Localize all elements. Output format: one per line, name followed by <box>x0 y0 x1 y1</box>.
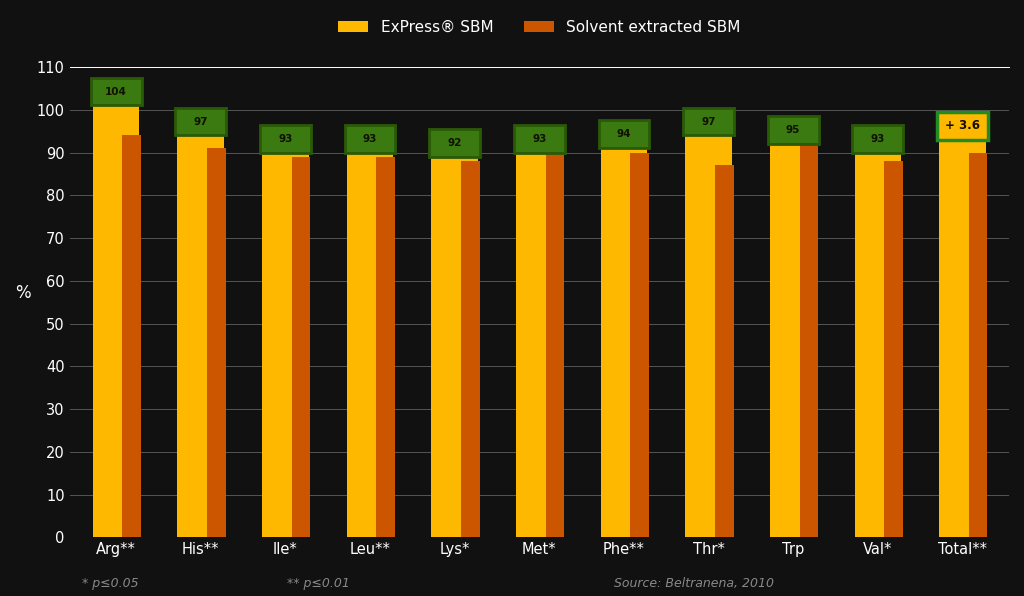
Bar <box>177 123 224 538</box>
Bar <box>800 139 818 538</box>
Text: 97: 97 <box>701 117 716 126</box>
Bar <box>715 165 733 538</box>
FancyBboxPatch shape <box>768 116 818 144</box>
Text: 93: 93 <box>362 134 377 144</box>
Bar <box>347 139 393 538</box>
Bar <box>939 127 986 538</box>
Text: 93: 93 <box>870 134 885 144</box>
Text: 93: 93 <box>279 134 293 144</box>
FancyBboxPatch shape <box>852 125 903 153</box>
Text: + 3.6: + 3.6 <box>945 119 980 132</box>
Bar <box>546 153 564 538</box>
FancyBboxPatch shape <box>514 125 564 153</box>
FancyBboxPatch shape <box>937 112 988 139</box>
Text: 94: 94 <box>616 129 631 139</box>
Text: 97: 97 <box>194 117 208 126</box>
Bar <box>377 157 395 538</box>
FancyBboxPatch shape <box>683 108 734 135</box>
Bar <box>262 139 308 538</box>
Text: 104: 104 <box>105 86 127 97</box>
Bar <box>292 157 310 538</box>
Text: 93: 93 <box>532 134 547 144</box>
Bar <box>431 144 478 538</box>
Bar <box>630 153 649 538</box>
Bar <box>207 148 225 538</box>
FancyBboxPatch shape <box>91 77 141 105</box>
Bar <box>601 135 647 538</box>
Bar <box>770 131 816 538</box>
FancyBboxPatch shape <box>937 112 988 139</box>
Bar <box>123 135 141 538</box>
Legend: ExPress® SBM, Solvent extracted SBM: ExPress® SBM, Solvent extracted SBM <box>332 14 746 41</box>
Bar <box>685 123 732 538</box>
FancyBboxPatch shape <box>260 125 310 153</box>
Text: 95: 95 <box>786 125 801 135</box>
FancyBboxPatch shape <box>345 125 395 153</box>
FancyBboxPatch shape <box>429 129 480 157</box>
Text: Source: Beltranena, 2010: Source: Beltranena, 2010 <box>614 577 774 590</box>
Bar <box>93 92 139 538</box>
Bar <box>969 153 987 538</box>
Bar <box>884 161 903 538</box>
FancyBboxPatch shape <box>598 120 649 148</box>
Bar <box>855 139 901 538</box>
Text: ** p≤0.01: ** p≤0.01 <box>287 577 349 590</box>
Text: * p≤0.05: * p≤0.05 <box>82 577 138 590</box>
Y-axis label: %: % <box>15 284 31 302</box>
Bar <box>461 161 479 538</box>
FancyBboxPatch shape <box>175 108 226 135</box>
Text: 92: 92 <box>447 138 462 148</box>
Bar <box>516 139 562 538</box>
